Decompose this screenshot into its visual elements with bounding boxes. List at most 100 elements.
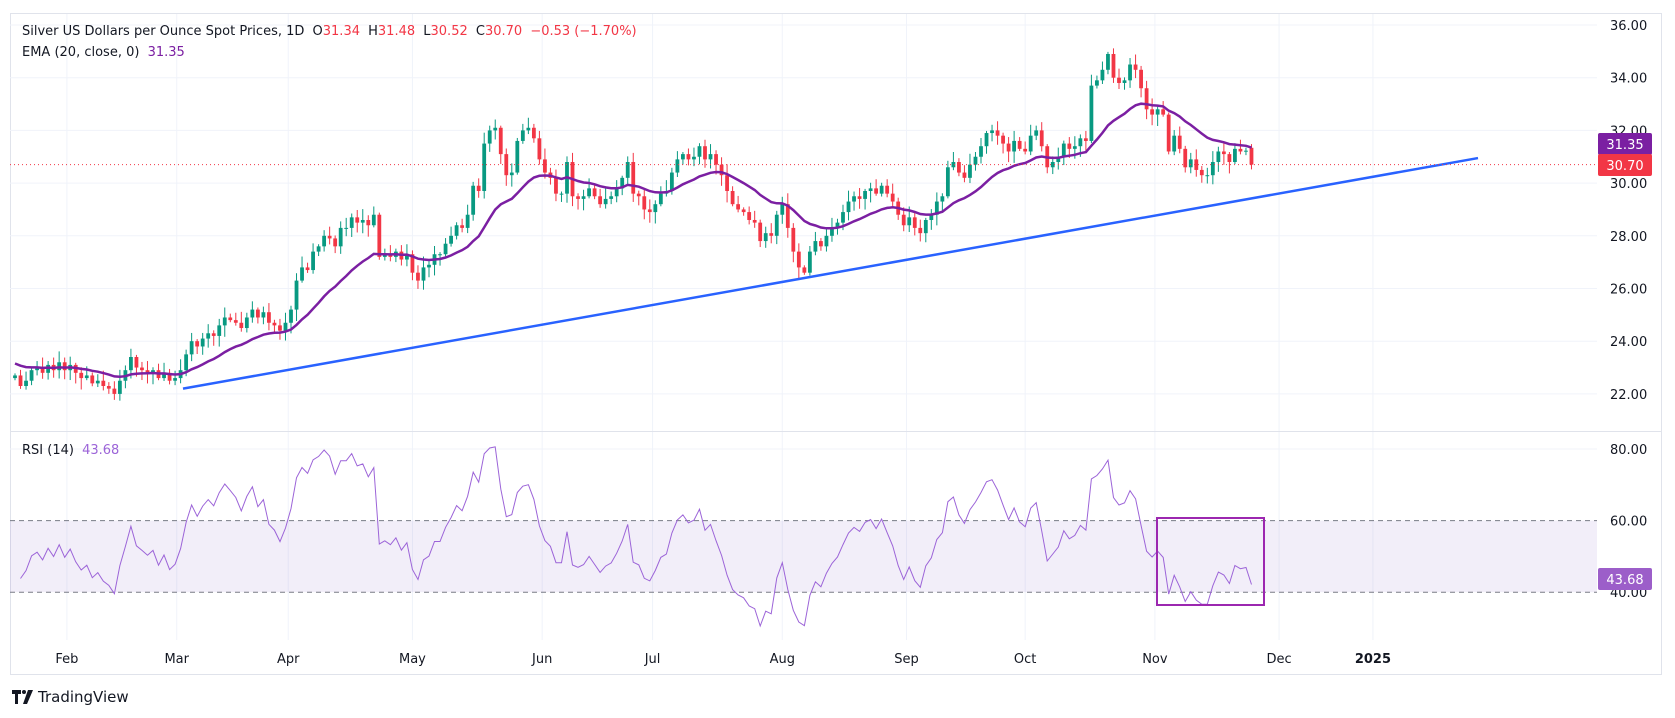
- candle-body: [316, 246, 321, 252]
- candle: [736, 195, 741, 213]
- candle-body: [587, 188, 591, 197]
- price-tick-label: 22.00: [1610, 388, 1647, 403]
- candle-body: [940, 196, 945, 202]
- candle: [631, 152, 636, 202]
- time-tick-label: Apr: [277, 652, 300, 667]
- candle-body: [907, 217, 912, 226]
- candle: [945, 160, 950, 199]
- candle: [1155, 104, 1160, 126]
- time-tick-label: Jul: [644, 652, 661, 667]
- candle-body: [692, 156, 696, 160]
- candle: [819, 238, 823, 251]
- candle-body: [863, 191, 867, 199]
- candle: [1023, 141, 1028, 155]
- candle: [465, 204, 470, 234]
- candle: [863, 188, 867, 210]
- candle: [344, 217, 349, 237]
- tradingview-logo[interactable]: TradingView: [12, 688, 129, 706]
- candle-body: [1100, 69, 1105, 81]
- candle-body: [344, 227, 349, 229]
- candle-body: [653, 204, 658, 213]
- candle: [228, 313, 233, 323]
- candle-body: [46, 364, 51, 373]
- candle: [1205, 167, 1210, 184]
- candle-body: [134, 357, 139, 368]
- candle-body: [752, 219, 757, 223]
- candle: [576, 193, 580, 210]
- candle: [1100, 61, 1105, 84]
- candle-body: [769, 233, 774, 236]
- candle-body: [272, 322, 277, 326]
- candle-body: [603, 198, 608, 205]
- ema-legend[interactable]: EMA (20, close, 0) 31.35: [22, 45, 185, 60]
- candle-body: [62, 362, 67, 371]
- candle-body: [1139, 69, 1143, 89]
- candle: [333, 235, 338, 254]
- candle: [763, 226, 768, 248]
- candle: [1161, 101, 1166, 117]
- candle: [1089, 74, 1094, 144]
- candle: [427, 260, 431, 278]
- candle-body: [1177, 135, 1182, 149]
- last-price-badge: 30.70: [1598, 154, 1652, 176]
- candle-body: [824, 235, 829, 247]
- candle-body: [13, 375, 17, 379]
- candle-body: [1089, 85, 1094, 141]
- candle-body: [951, 162, 956, 168]
- candle-body: [460, 225, 465, 228]
- time-tick-label: Aug: [770, 652, 795, 667]
- candle-body: [979, 146, 983, 157]
- candle-body: [1078, 138, 1083, 147]
- candle: [543, 148, 547, 179]
- rsi-legend[interactable]: RSI (14) 43.68: [22, 443, 119, 458]
- candle: [774, 210, 779, 245]
- ema-label: EMA (20, close, 0): [22, 45, 140, 60]
- candle: [647, 199, 652, 223]
- candle: [222, 307, 227, 337]
- candle-body: [101, 380, 106, 386]
- candle: [1183, 145, 1188, 173]
- candle-body: [211, 333, 216, 336]
- candle-body: [614, 188, 619, 197]
- candle-body: [841, 212, 845, 223]
- candle: [692, 147, 696, 167]
- candle-body: [730, 191, 735, 205]
- candle: [730, 186, 735, 207]
- ema-value: 31.35: [147, 45, 185, 60]
- candle-body: [879, 185, 884, 194]
- candle-body: [1194, 159, 1199, 170]
- candle-body: [90, 375, 95, 384]
- candle-body: [206, 333, 211, 339]
- candle: [255, 307, 260, 324]
- candle-body: [79, 372, 84, 379]
- candle-body: [283, 322, 288, 331]
- low-value: 30.52: [430, 24, 468, 39]
- candle: [211, 330, 216, 346]
- candle: [322, 230, 327, 252]
- candle: [890, 183, 895, 206]
- candle: [802, 265, 807, 275]
- candle-body: [195, 341, 200, 347]
- candle-body: [465, 214, 470, 228]
- candle: [1172, 130, 1177, 156]
- candle-body: [526, 127, 531, 131]
- candle: [1128, 58, 1132, 88]
- candle: [294, 273, 299, 321]
- candle-body: [112, 388, 117, 394]
- candle: [990, 124, 994, 142]
- candle: [1122, 77, 1127, 90]
- candle: [79, 367, 84, 390]
- candle: [272, 319, 277, 334]
- candle: [554, 169, 558, 202]
- candle-body: [471, 185, 476, 215]
- candle-body: [868, 188, 873, 192]
- candle: [885, 179, 890, 198]
- candle: [1028, 124, 1033, 156]
- candle: [283, 312, 288, 341]
- candle-body: [703, 146, 707, 160]
- tradingview-logo-icon: [12, 690, 33, 704]
- candle: [857, 188, 862, 209]
- candle-body: [200, 338, 205, 347]
- candle: [244, 312, 249, 333]
